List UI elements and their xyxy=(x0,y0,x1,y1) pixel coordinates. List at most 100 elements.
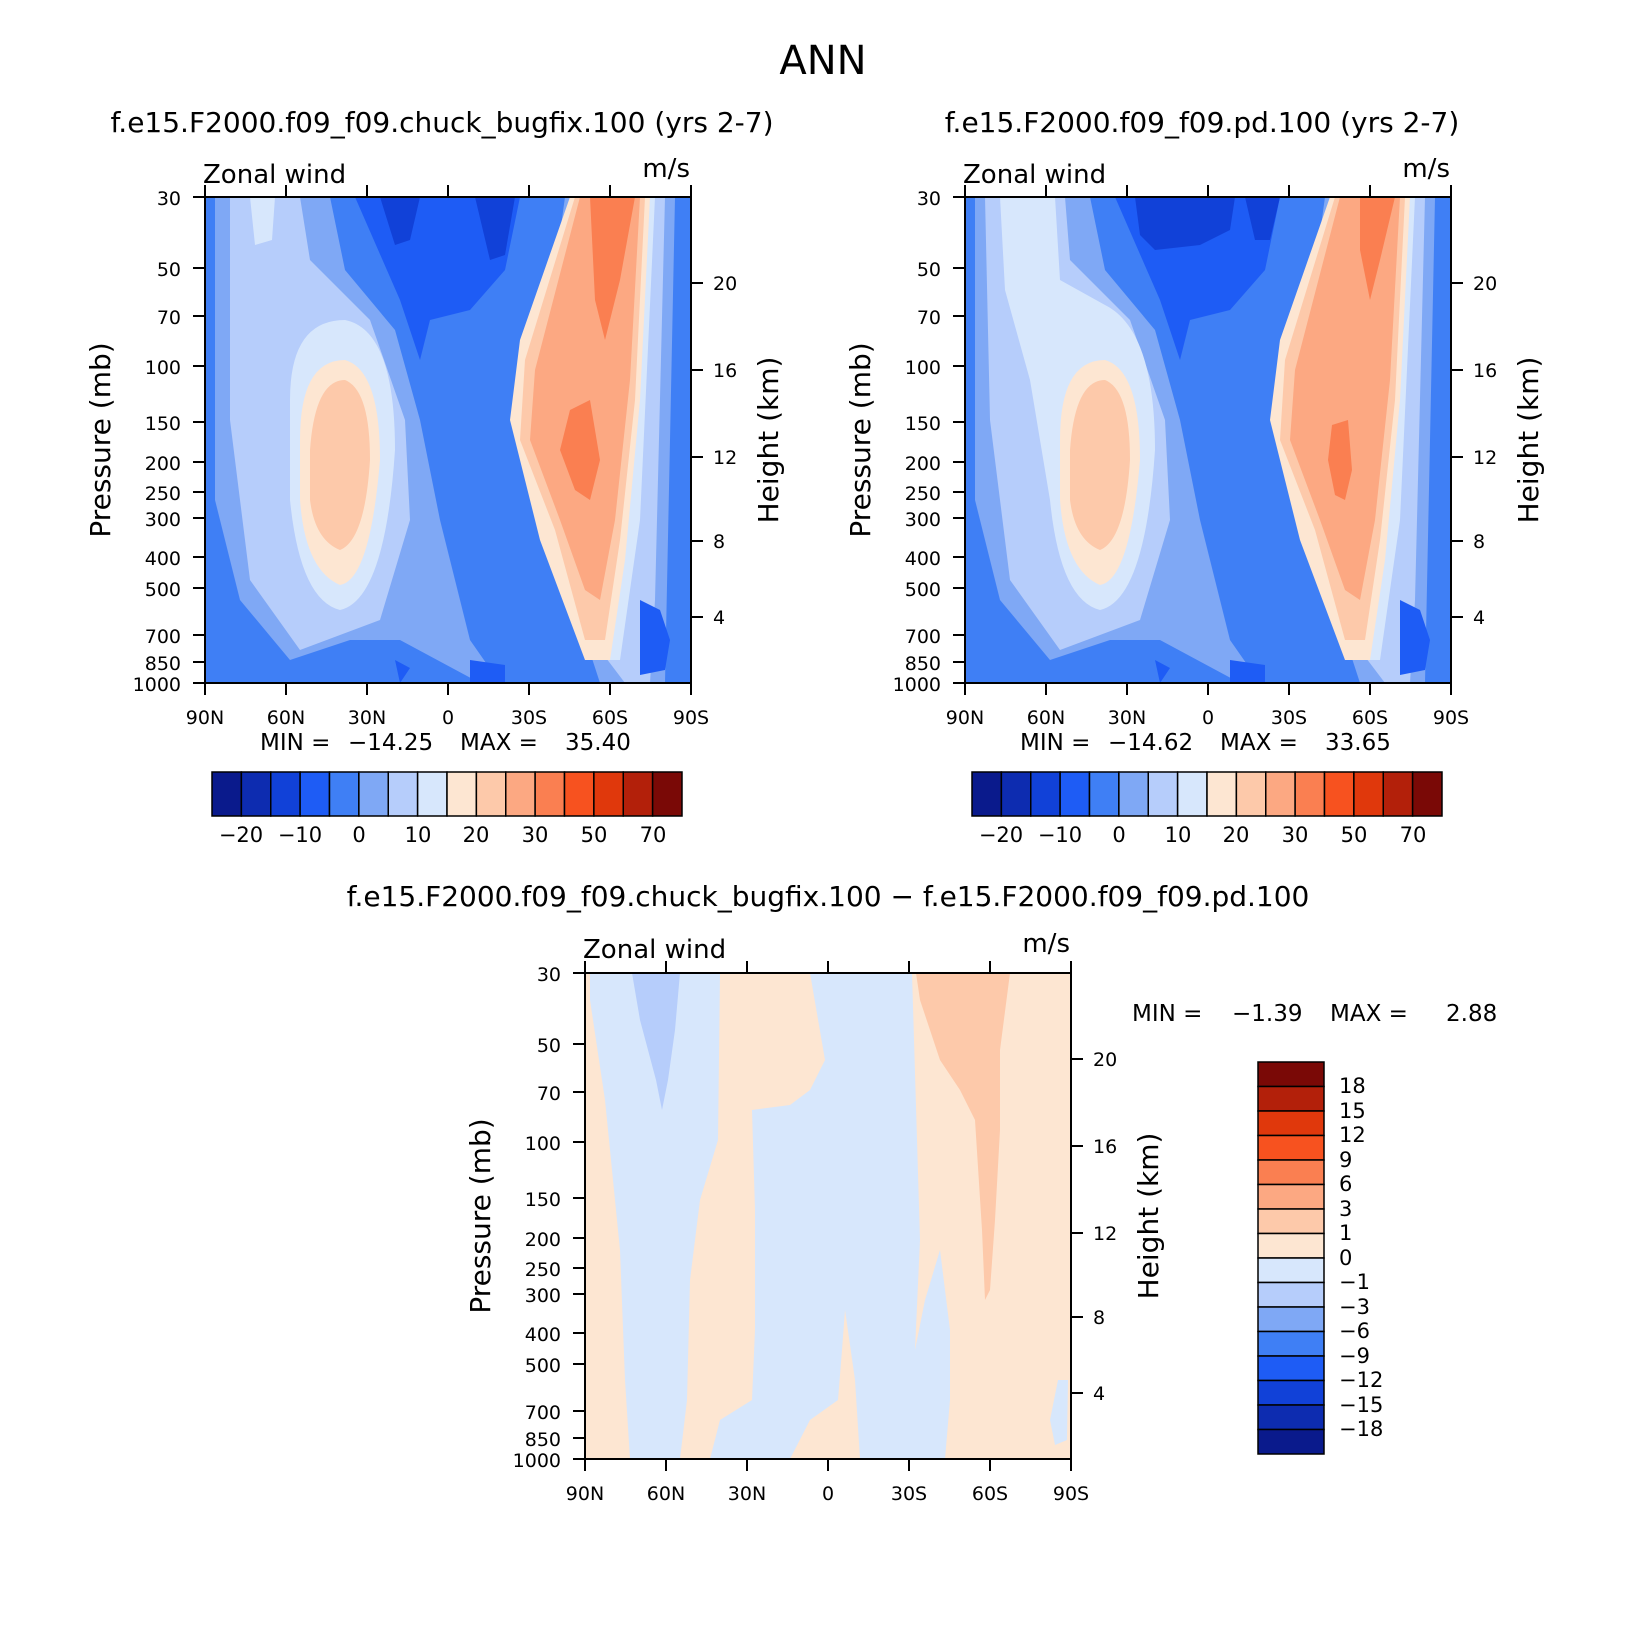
colorbar-labels: 18 15 12 9 6 3 1 0 −1 −3 −6 −9 −12 −15 −… xyxy=(1339,1074,1383,1441)
colorbar-label: −1 xyxy=(1339,1270,1370,1294)
colorbar-swatch xyxy=(1411,771,1443,817)
contour-band xyxy=(632,973,680,1110)
y-tick-label: 1000 xyxy=(133,674,181,696)
y2-tick-label: 4 xyxy=(713,607,725,629)
x-tick-labels: 90N 60N 30N 0 30S 60S 90S xyxy=(186,707,709,729)
colorbar-swatch xyxy=(446,771,478,817)
y-tick-labels: 30 50 70 100 150 200 250 300 400 500 700… xyxy=(893,188,941,696)
y2-axis-label: Height (km) xyxy=(1512,357,1545,524)
y2-tick-label: 16 xyxy=(1093,1136,1117,1158)
y-tick-label: 300 xyxy=(525,1285,561,1307)
colorbar-swatch xyxy=(1257,1257,1325,1284)
y-tick-label: 30 xyxy=(537,964,561,986)
x-tick-label: 30S xyxy=(1271,707,1307,729)
contour-band xyxy=(916,973,1010,1300)
max-value: 35.40 xyxy=(565,730,631,756)
y2-axis-label: Height (km) xyxy=(1132,1133,1165,1300)
y-tick-label: 400 xyxy=(145,548,181,570)
colorbar-swatch xyxy=(1030,771,1061,817)
colorbar-label: 10 xyxy=(1165,823,1192,847)
y-tick-label: 500 xyxy=(525,1355,561,1377)
contour-band xyxy=(1328,197,1395,500)
colorbar-swatch xyxy=(1257,1208,1325,1235)
panel-case: f.e15.F2000.f09_f09.chuck_bugfix.100 (yr… xyxy=(84,106,785,847)
colorbar-swatch xyxy=(1257,1159,1325,1186)
colorbar-swatch xyxy=(1235,771,1267,817)
x-tick-label: 60N xyxy=(267,707,305,729)
colorbar-swatch xyxy=(387,771,419,817)
y-tick-label: 100 xyxy=(525,1133,561,1155)
colorbar-label: −10 xyxy=(1038,823,1082,847)
field-label: Zonal wind xyxy=(963,160,1106,190)
colorbar-label: 70 xyxy=(640,823,667,847)
colorbar-swatch xyxy=(505,771,536,817)
colorbar-swatch xyxy=(563,771,595,817)
y2-tick-label: 20 xyxy=(1093,1049,1117,1071)
y2-tick-label: 12 xyxy=(713,447,737,469)
y-tick-label: 70 xyxy=(157,307,181,329)
y-tick-label: 250 xyxy=(905,483,941,505)
contour-field xyxy=(585,973,1071,1459)
colorbar-label: 30 xyxy=(522,823,549,847)
x-tick-label: 90S xyxy=(1053,1483,1089,1505)
y-tick-label: 300 xyxy=(145,509,181,531)
max-label: MAX = xyxy=(1330,1001,1408,1027)
max-label: MAX = xyxy=(460,730,538,756)
x-tick-label: 90N xyxy=(566,1483,604,1505)
colorbar-swatch xyxy=(416,771,448,817)
colorbar-label: 0 xyxy=(352,823,365,847)
y2-tick-label: 8 xyxy=(1473,531,1485,553)
y2-tick-labels: 20 16 12 8 4 xyxy=(1473,273,1497,629)
x-tick-label: 60S xyxy=(1352,707,1388,729)
y2-tick-label: 20 xyxy=(713,273,737,295)
colorbar-swatch xyxy=(1257,1183,1325,1210)
y2-ticks xyxy=(1451,282,1463,618)
x-ticks xyxy=(584,961,1072,1471)
colorbar-label: −9 xyxy=(1339,1344,1370,1368)
colorbar-label: 30 xyxy=(1282,823,1309,847)
colorbar xyxy=(971,771,1443,817)
colorbar-label: 70 xyxy=(1400,823,1427,847)
y-tick-label: 50 xyxy=(917,259,941,281)
y2-tick-labels: 20 16 12 8 4 xyxy=(713,273,737,629)
y-tick-label: 30 xyxy=(917,188,941,210)
colorbar-label: 6 xyxy=(1339,1172,1352,1196)
colorbar-swatch xyxy=(1257,1061,1325,1088)
colorbar-label: −18 xyxy=(1339,1417,1383,1441)
y-tick-label: 250 xyxy=(525,1259,561,1281)
y2-tick-label: 4 xyxy=(1473,607,1485,629)
y-tick-label: 200 xyxy=(905,453,941,475)
colorbar-swatch xyxy=(1257,1379,1325,1406)
contour-field xyxy=(965,197,1451,683)
colorbar-swatch xyxy=(1118,771,1149,817)
colorbar-swatch xyxy=(1147,771,1179,817)
contour-band xyxy=(640,600,670,675)
colorbar-label: 3 xyxy=(1339,1197,1352,1221)
min-value: −14.62 xyxy=(1108,730,1193,756)
y-axis-label: Pressure (mb) xyxy=(464,1118,497,1313)
x-tick-label: 30S xyxy=(511,707,547,729)
colorbar-swatch xyxy=(1257,1232,1325,1259)
contour-band xyxy=(1400,600,1430,675)
panel-title: f.e15.F2000.f09_f09.pd.100 (yrs 2-7) xyxy=(945,106,1460,139)
y-tick-label: 700 xyxy=(525,1402,561,1424)
y-tick-label: 150 xyxy=(145,413,181,435)
colorbar-swatch xyxy=(971,771,1003,817)
y-axis-label: Pressure (mb) xyxy=(844,342,877,537)
y-tick-label: 500 xyxy=(905,579,941,601)
x-tick-label: 90S xyxy=(1433,707,1469,729)
y2-tick-label: 8 xyxy=(713,531,725,553)
colorbar-label: −20 xyxy=(219,823,263,847)
colorbar-label: 12 xyxy=(1339,1123,1366,1147)
x-tick-label: 0 xyxy=(822,1483,834,1505)
contour-band xyxy=(560,197,635,500)
y-tick-label: 70 xyxy=(917,307,941,329)
colorbar-swatch xyxy=(1294,771,1326,817)
min-label: MIN = xyxy=(260,730,330,756)
contour-band xyxy=(590,973,720,1459)
y-tick-label: 150 xyxy=(525,1189,561,1211)
colorbar-swatch xyxy=(1257,1355,1325,1382)
y2-tick-label: 12 xyxy=(1093,1223,1117,1245)
x-tick-label: 90N xyxy=(186,707,224,729)
